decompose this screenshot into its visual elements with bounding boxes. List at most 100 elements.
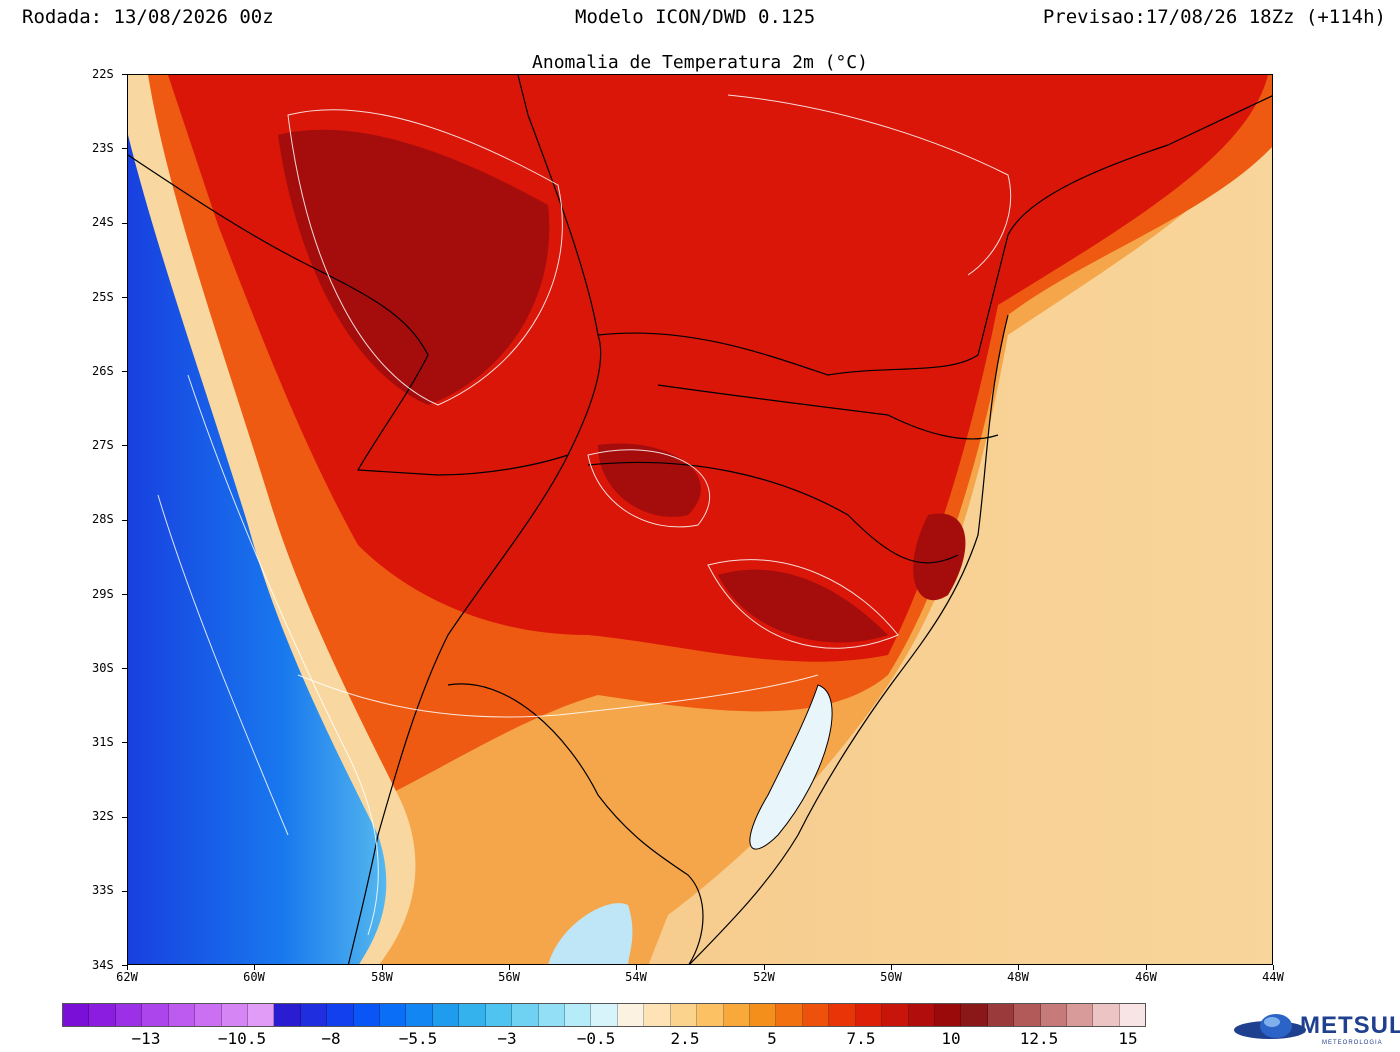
colorbar-label: −0.5 bbox=[576, 1029, 616, 1048]
colorbar-label: 7.5 bbox=[846, 1029, 876, 1048]
lon-tick bbox=[127, 965, 128, 970]
lon-tick bbox=[381, 965, 383, 970]
logo-name: METSUL bbox=[1300, 1012, 1400, 1039]
lat-tick bbox=[122, 519, 127, 521]
lat-tick bbox=[122, 371, 127, 372]
colorbar-swatch bbox=[855, 1004, 883, 1026]
cold-anomaly-west bbox=[128, 135, 387, 964]
anomaly-core-south bbox=[718, 569, 888, 643]
colorbar-swatch bbox=[908, 1004, 935, 1026]
lon-tick bbox=[1145, 965, 1147, 970]
colorbar-swatch bbox=[1067, 1004, 1094, 1026]
lon-label-48w: 48W bbox=[1007, 970, 1029, 984]
lon-tick bbox=[636, 965, 638, 970]
colorbar-swatch bbox=[961, 1004, 988, 1026]
temperature-anomaly-map bbox=[127, 74, 1273, 965]
anomaly-core-west bbox=[278, 129, 550, 405]
colorbar-swatch bbox=[882, 1004, 909, 1026]
colorbar-swatch bbox=[538, 1004, 566, 1026]
colorbar-swatch bbox=[406, 1004, 433, 1026]
colorbar-swatch bbox=[63, 1004, 90, 1026]
colorbar-swatch bbox=[432, 1004, 460, 1026]
anomaly-core-center bbox=[598, 443, 701, 517]
colorbar-swatch bbox=[221, 1004, 248, 1026]
colorbar-label: 12.5 bbox=[1019, 1029, 1059, 1048]
colorbar-swatch bbox=[697, 1004, 724, 1026]
lon-label-62w: 62W bbox=[116, 970, 138, 984]
map-canvas bbox=[128, 75, 1272, 964]
colorbar-swatch bbox=[1040, 1004, 1068, 1026]
colorbar-swatch bbox=[723, 1004, 750, 1026]
colorbar-swatch bbox=[565, 1004, 592, 1026]
colorbar-swatch bbox=[644, 1004, 671, 1026]
colorbar-swatch bbox=[512, 1004, 539, 1026]
cold-pool-south bbox=[548, 903, 633, 964]
lat-label-30s: 30S bbox=[92, 661, 114, 675]
colorbar-swatch bbox=[1119, 1004, 1146, 1026]
lat-label-31s: 31S bbox=[92, 735, 114, 749]
colorbar-swatch bbox=[327, 1004, 354, 1026]
lon-label-44w: 44W bbox=[1262, 970, 1284, 984]
colorbar-swatch bbox=[1093, 1004, 1120, 1026]
colorbar-label: −3 bbox=[497, 1029, 517, 1048]
lon-tick bbox=[763, 965, 765, 970]
colorbar-swatch bbox=[274, 1004, 301, 1026]
lon-tick bbox=[1018, 965, 1020, 970]
lat-tick bbox=[122, 593, 127, 595]
metsul-logo-icon bbox=[1234, 1014, 1306, 1039]
colorbar-swatch bbox=[802, 1004, 830, 1026]
colorbar-swatch bbox=[89, 1004, 116, 1026]
colorbar-label: 5 bbox=[767, 1029, 777, 1048]
colorbar-label: −8 bbox=[321, 1029, 341, 1048]
lat-label-22s: 22S bbox=[92, 67, 114, 81]
colorbar-swatch bbox=[617, 1004, 645, 1026]
lat-tick bbox=[122, 668, 127, 669]
lat-tick bbox=[122, 74, 127, 75]
colorbar-label: −10.5 bbox=[217, 1029, 267, 1048]
colorbar-label: 2.5 bbox=[670, 1029, 700, 1048]
lat-tick bbox=[122, 445, 127, 447]
colorbar-swatch bbox=[300, 1004, 328, 1026]
colorbar-swatch bbox=[168, 1004, 196, 1026]
colorbar-swatch bbox=[934, 1004, 962, 1026]
run-time: Rodada: 13/08/2026 00z bbox=[22, 6, 274, 28]
forecast-valid-time: Previsao:17/08/26 18Zz (+114h) bbox=[1042, 6, 1386, 28]
colorbar-swatch bbox=[485, 1004, 513, 1026]
lon-label-54w: 54W bbox=[625, 970, 647, 984]
lon-label-60w: 60W bbox=[243, 970, 265, 984]
colorbar-swatch bbox=[987, 1004, 1015, 1026]
lat-tick bbox=[122, 296, 127, 298]
colorbar-label: 10 bbox=[941, 1029, 961, 1048]
colorbar-swatch bbox=[247, 1004, 275, 1026]
colorbar bbox=[62, 1003, 1146, 1027]
lat-tick bbox=[122, 222, 127, 224]
colorbar-swatch bbox=[670, 1004, 698, 1026]
lat-tick bbox=[122, 742, 127, 744]
lat-tick bbox=[122, 890, 127, 892]
lon-label-46w: 46W bbox=[1135, 970, 1157, 984]
lat-label-29s: 29S bbox=[92, 587, 114, 601]
lat-label-24s: 24S bbox=[92, 215, 114, 229]
lat-label-33s: 33S bbox=[92, 883, 114, 897]
colorbar-swatch bbox=[829, 1004, 856, 1026]
colorbar-swatch bbox=[353, 1004, 381, 1026]
lat-label-23s: 23S bbox=[92, 141, 114, 155]
colorbar-swatch bbox=[380, 1004, 407, 1026]
contour-lines bbox=[157, 94, 1012, 936]
colorbar-label: −5.5 bbox=[398, 1029, 438, 1048]
lon-tick bbox=[891, 965, 892, 970]
lat-tick bbox=[122, 816, 127, 818]
lat-label-32s: 32S bbox=[92, 809, 114, 823]
colorbar-swatch bbox=[115, 1004, 143, 1026]
model-name: Modelo ICON/DWD 0.125 bbox=[575, 6, 816, 28]
lat-label-25s: 25S bbox=[92, 290, 114, 304]
anomaly-core-coast bbox=[913, 513, 966, 601]
lon-label-58w: 58W bbox=[371, 970, 393, 984]
lat-label-26s: 26S bbox=[92, 364, 114, 378]
colorbar-swatch bbox=[459, 1004, 486, 1026]
lon-tick bbox=[509, 965, 510, 970]
colorbar-swatch bbox=[776, 1004, 803, 1026]
colorbar-swatch bbox=[749, 1004, 777, 1026]
colorbar-swatch bbox=[142, 1004, 169, 1026]
colorbar-swatch bbox=[591, 1004, 618, 1026]
